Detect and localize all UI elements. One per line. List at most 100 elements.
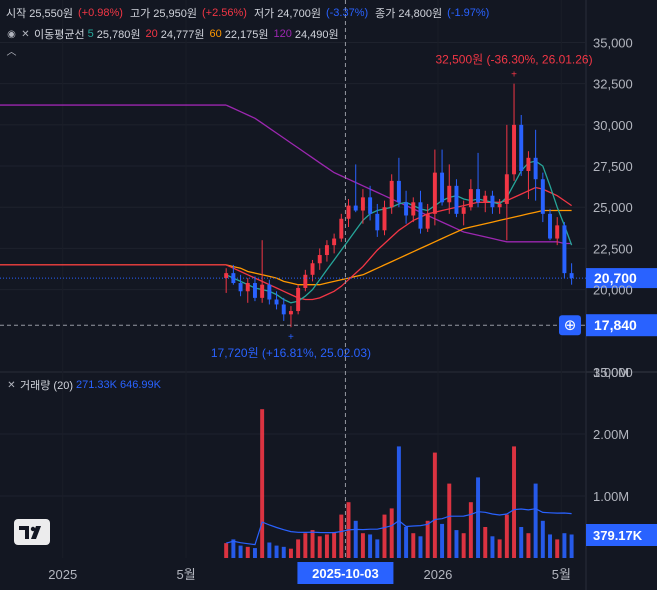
close-value: 24,800원 bbox=[398, 8, 443, 20]
volume-bar bbox=[224, 543, 229, 558]
last-volume-badge bbox=[586, 524, 657, 546]
low-marker-label: 17,720원 (+16.81%, 25.02.03) bbox=[211, 346, 371, 360]
volume-bar bbox=[425, 520, 430, 558]
visibility-icon[interactable]: ◉ bbox=[7, 28, 16, 40]
candle bbox=[296, 284, 301, 315]
candle-body bbox=[260, 284, 265, 298]
ohlc-legend: 시작 25,550원 (+0.98%) 고가 25,950원 (+2.56%) … bbox=[6, 5, 493, 21]
volume-bar bbox=[483, 527, 488, 558]
candle-body bbox=[353, 205, 358, 211]
candle-body bbox=[368, 197, 373, 214]
candle bbox=[432, 149, 437, 226]
volume-bar bbox=[490, 536, 495, 558]
volume-bar bbox=[440, 523, 445, 558]
candle-body bbox=[519, 124, 524, 171]
candle-body bbox=[562, 225, 567, 274]
candle-body bbox=[389, 180, 394, 208]
candle-body bbox=[310, 263, 315, 275]
candle bbox=[353, 164, 358, 213]
price-tick-label: 20,000 bbox=[593, 283, 633, 298]
volume-bar bbox=[252, 548, 257, 558]
volume-bar bbox=[368, 534, 373, 558]
volume-bar bbox=[317, 536, 322, 558]
volume-bar bbox=[548, 534, 552, 558]
candle-body bbox=[252, 283, 257, 298]
price-tick-label: 35,000 bbox=[593, 35, 633, 50]
low-change: (-3.37%) bbox=[325, 7, 369, 19]
candle bbox=[339, 213, 344, 242]
candle-body bbox=[512, 124, 517, 175]
volume-bar bbox=[476, 477, 481, 558]
volume-bar bbox=[497, 539, 502, 558]
high-change: (+2.56%) bbox=[201, 7, 247, 19]
close-icon[interactable]: ✕ bbox=[21, 28, 30, 40]
volume-bar bbox=[231, 539, 236, 558]
price-tick-label: 25,000 bbox=[593, 200, 633, 215]
volume-tick-label: 1.00M bbox=[593, 489, 629, 504]
low-value: 24,700원 bbox=[277, 8, 321, 20]
volume-bar bbox=[411, 533, 416, 558]
volume-bar bbox=[519, 527, 524, 558]
close-icon[interactable]: ✕ bbox=[7, 379, 16, 391]
last-price-badge bbox=[586, 268, 657, 289]
crosshair-time-badge bbox=[297, 562, 394, 584]
ma5-value: 25,780원 bbox=[96, 29, 141, 41]
volume-bar bbox=[512, 446, 517, 558]
candle bbox=[440, 149, 445, 206]
candle bbox=[267, 279, 272, 305]
time-tick-label: 5월 bbox=[552, 567, 571, 582]
candle bbox=[274, 291, 279, 310]
candle-body bbox=[468, 189, 473, 208]
volume-bar bbox=[245, 546, 250, 558]
volume-ma-line bbox=[226, 508, 572, 546]
ma20-line bbox=[225, 186, 572, 301]
candle bbox=[404, 190, 409, 224]
volume-bar bbox=[339, 514, 344, 558]
candle-body bbox=[274, 299, 279, 305]
volume-bar bbox=[296, 539, 301, 558]
candle-body bbox=[476, 189, 481, 203]
open-label: 시작 bbox=[6, 8, 27, 20]
candle bbox=[562, 222, 567, 279]
candle-body bbox=[548, 213, 552, 239]
candle-body bbox=[238, 283, 243, 292]
candle bbox=[447, 164, 452, 214]
volume-bar bbox=[375, 539, 380, 558]
candle-body bbox=[360, 197, 365, 211]
candle-body bbox=[339, 218, 344, 239]
candle-body bbox=[425, 213, 430, 229]
candle-body bbox=[454, 185, 459, 214]
volume-bar bbox=[260, 409, 265, 558]
ma120-period: 120 bbox=[273, 28, 292, 40]
chevron-up-icon[interactable]: ︿ bbox=[6, 47, 17, 58]
volume-bar bbox=[447, 483, 452, 558]
ma60-line bbox=[226, 209, 572, 286]
time-tick-label: 2025 bbox=[48, 567, 77, 582]
candle-body bbox=[533, 157, 538, 180]
candle bbox=[346, 199, 351, 228]
volume-title: 거래량 (20) bbox=[20, 380, 73, 392]
crosshair-price-badge bbox=[586, 314, 657, 337]
ma20-period: 20 bbox=[145, 28, 158, 40]
candle-body bbox=[231, 273, 236, 284]
volume-bar bbox=[540, 520, 545, 558]
candle bbox=[382, 200, 387, 236]
ma20-value: 24,777원 bbox=[160, 29, 205, 41]
volume-bar bbox=[504, 514, 509, 558]
candle-body bbox=[396, 180, 401, 203]
high-label: 고가 bbox=[129, 8, 151, 20]
candlestick-series bbox=[224, 83, 574, 328]
high-marker-label: 32,500원 (-36.30%, 26.01.26) bbox=[435, 53, 592, 67]
candle bbox=[288, 306, 293, 328]
candle bbox=[454, 179, 459, 218]
candle bbox=[533, 129, 538, 201]
volume-tick-label: 2.00M bbox=[593, 427, 629, 442]
price-tick-label: 32,500 bbox=[593, 77, 633, 92]
candle bbox=[396, 157, 401, 208]
volume-bar bbox=[281, 546, 286, 558]
volume-legend: ✕ 거래량 (20) 271.33K 646.99K bbox=[6, 377, 161, 393]
candle-body bbox=[288, 311, 293, 315]
candle bbox=[245, 278, 250, 303]
add-alert-button bbox=[559, 315, 581, 336]
